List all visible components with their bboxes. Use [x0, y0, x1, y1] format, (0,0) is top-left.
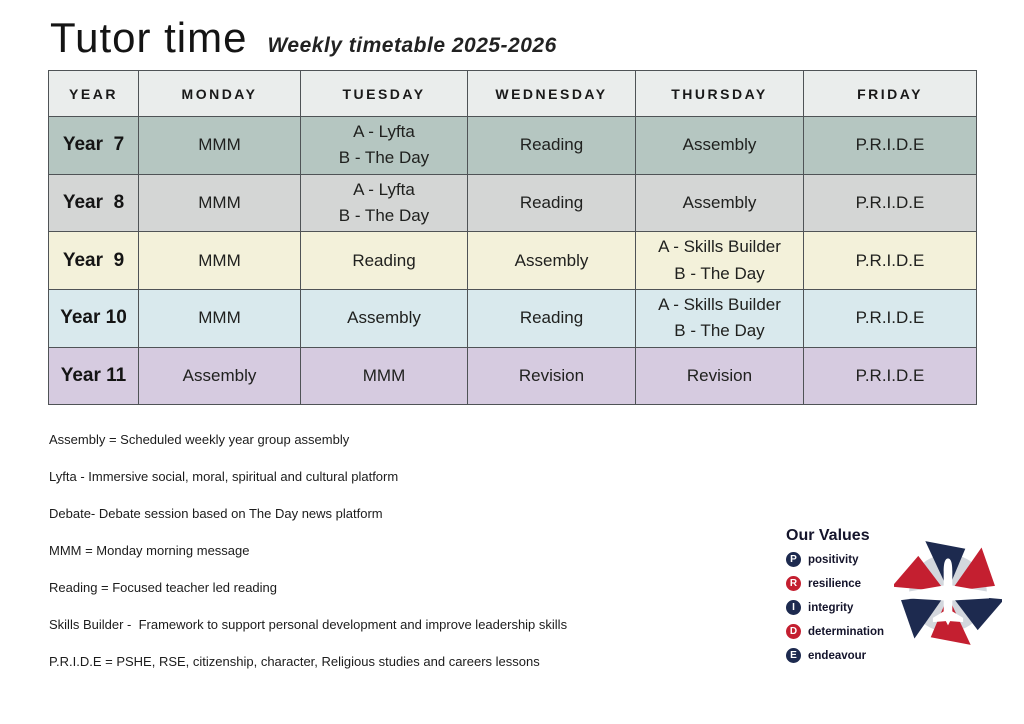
values-list: P positivity R resilience I integrity D … [786, 552, 884, 663]
column-header-wednesday: WEDNESDAY [467, 70, 636, 117]
airplane-silhouette [906, 558, 990, 626]
school-crest-airplane-icon [894, 541, 1002, 645]
cell-year10-wednesday: Reading [467, 289, 636, 348]
table-row-year-10: Year 10 MMM Assembly Reading A - Skills … [48, 289, 977, 348]
cell-year11-wednesday: Revision [467, 346, 636, 405]
cell-year10-monday: MMM [138, 289, 301, 348]
legend-item-pride: P.R.I.D.E = PSHE, RSE, citizenship, char… [49, 654, 540, 669]
badge-d-icon: D [786, 624, 801, 639]
table-row-year-8: Year 8 MMM A - Lyfta B - The Day Reading… [48, 173, 977, 233]
cell-year9-friday: P.R.I.D.E [803, 231, 977, 291]
column-header-year: YEAR [48, 70, 139, 117]
value-label: resilience [808, 577, 862, 590]
badge-e-icon: E [786, 648, 801, 663]
cell-year7-tuesday: A - Lyfta B - The Day [300, 116, 468, 175]
weekly-timetable: YEAR MONDAY TUESDAY WEDNESDAY THURSDAY F… [48, 70, 977, 405]
badge-i-icon: I [786, 600, 801, 615]
table-row-year-7: Year 7 MMM A - Lyfta B - The Day Reading… [48, 116, 977, 175]
year-label: Year 7 [48, 116, 139, 175]
value-label: positivity [808, 553, 859, 566]
legend-item-debate: Debate- Debate session based on The Day … [49, 506, 383, 521]
cell-year9-monday: MMM [138, 231, 301, 291]
cell-year7-monday: MMM [138, 116, 301, 175]
list-item: E endeavour [786, 648, 874, 663]
values-title: Our Values [786, 527, 870, 544]
value-label: determination [808, 625, 885, 638]
cell-year7-friday: P.R.I.D.E [803, 116, 977, 175]
page-title: Tutor time [50, 14, 248, 61]
list-item: I integrity [786, 600, 874, 615]
page-header: Tutor time Weekly timetable 2025-2026 [50, 14, 557, 62]
cell-year9-tuesday: Reading [300, 231, 468, 291]
value-label: integrity [808, 601, 854, 614]
column-header-monday: MONDAY [138, 70, 301, 117]
cell-year7-wednesday: Reading [467, 116, 636, 175]
cell-year10-thursday: A - Skills Builder B - The Day [635, 289, 804, 348]
cell-year7-thursday: Assembly [635, 116, 804, 175]
cell-year11-tuesday: MMM [300, 346, 468, 405]
timetable-header-row: YEAR MONDAY TUESDAY WEDNESDAY THURSDAY F… [48, 70, 977, 117]
badge-p-icon: P [786, 552, 801, 567]
cell-year9-wednesday: Assembly [467, 231, 636, 291]
legend: Assembly = Scheduled weekly year group a… [49, 433, 567, 692]
cell-year8-monday: MMM [138, 173, 301, 233]
table-row-year-11: Year 11 Assembly MMM Revision Revision P… [48, 346, 977, 405]
cell-year11-monday: Assembly [138, 346, 301, 405]
legend-item-reading: Reading = Focused teacher led reading [49, 580, 278, 595]
year-label: Year 9 [48, 231, 139, 291]
cell-year11-friday: P.R.I.D.E [803, 346, 977, 405]
legend-item-lyfta: Lyfta - Immersive social, moral, spiritu… [49, 469, 399, 484]
value-label: endeavour [808, 649, 867, 662]
column-header-thursday: THURSDAY [635, 70, 804, 117]
cell-year8-tuesday: A - Lyfta B - The Day [300, 173, 468, 233]
page-subtitle: Weekly timetable 2025-2026 [267, 34, 557, 57]
year-label: Year 11 [48, 346, 139, 405]
badge-r-icon: R [786, 576, 801, 591]
year-label: Year 8 [48, 173, 139, 233]
cell-year8-friday: P.R.I.D.E [803, 173, 977, 233]
cell-year10-tuesday: Assembly [300, 289, 468, 348]
year-label: Year 10 [48, 289, 139, 348]
legend-item-skills-builder: Skills Builder - Framework to support pe… [49, 617, 568, 632]
our-values: Our Values P positivity R resilience I i… [786, 527, 1002, 672]
cell-year11-thursday: Revision [635, 346, 804, 405]
cell-year8-thursday: Assembly [635, 173, 804, 233]
list-item: D determination [786, 624, 884, 639]
column-header-friday: FRIDAY [803, 70, 977, 117]
legend-item-mmm: MMM = Monday morning message [49, 543, 250, 558]
cell-year10-friday: P.R.I.D.E [803, 289, 977, 348]
list-item: R resilience [786, 576, 874, 591]
cell-year9-thursday: A - Skills Builder B - The Day [635, 231, 804, 291]
values-list-panel: Our Values P positivity R resilience I i… [786, 527, 884, 672]
list-item: P positivity [786, 552, 874, 567]
column-header-tuesday: TUESDAY [300, 70, 468, 117]
cell-year8-wednesday: Reading [467, 173, 636, 233]
legend-item-assembly: Assembly = Scheduled weekly year group a… [49, 432, 350, 447]
table-row-year-9: Year 9 MMM Reading Assembly A - Skills B… [48, 231, 977, 291]
